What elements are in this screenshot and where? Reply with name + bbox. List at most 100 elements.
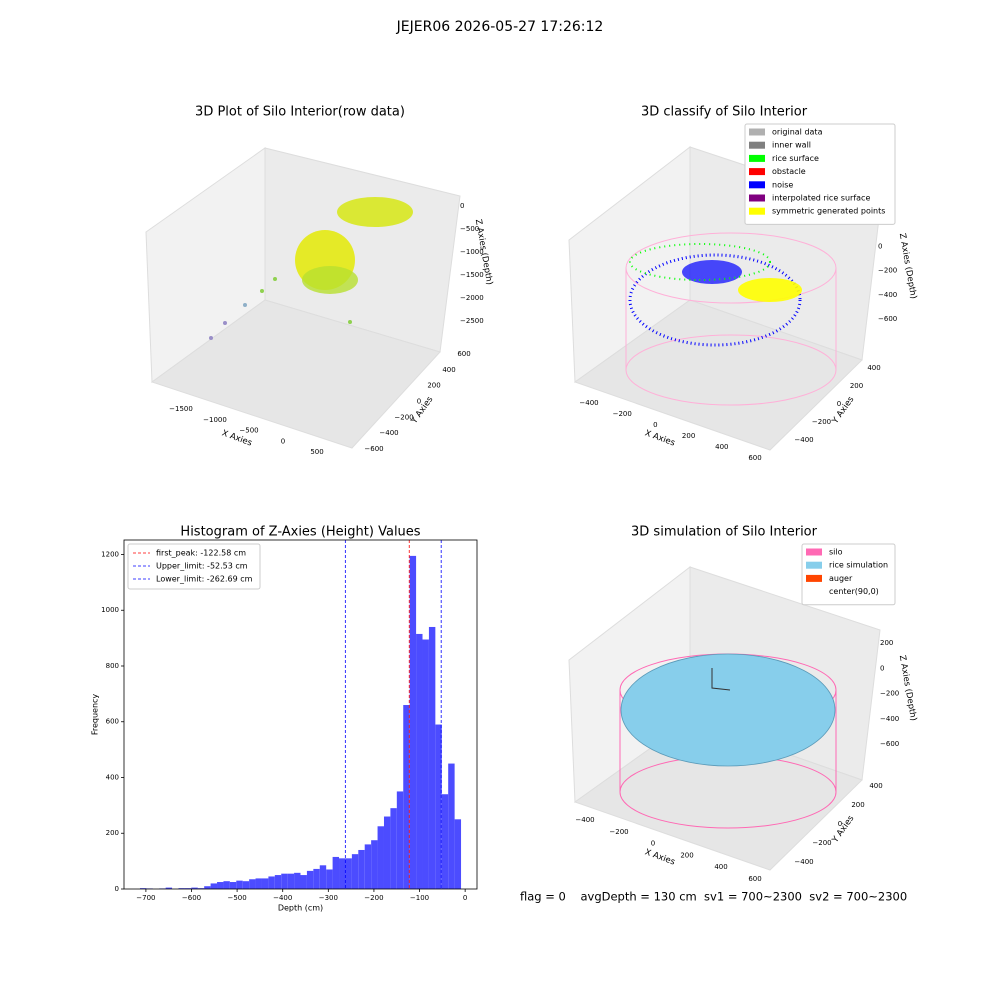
legend-label: obstacle bbox=[772, 167, 806, 176]
legend-swatch bbox=[749, 181, 765, 189]
bar bbox=[441, 794, 449, 889]
x-tick-label: −200 bbox=[364, 894, 383, 902]
y-tick-label: −400 bbox=[794, 858, 813, 866]
bar bbox=[364, 844, 372, 889]
y-tick-label: −200 bbox=[394, 413, 413, 421]
plot-frame bbox=[123, 539, 478, 890]
x-tick-label: −500 bbox=[239, 427, 258, 435]
x-tick-label: −100 bbox=[410, 894, 429, 902]
y-tick-label: 400 bbox=[867, 364, 880, 372]
panel-3d-box bbox=[145, 147, 461, 449]
bar bbox=[165, 887, 173, 889]
y-tick-label: 0 bbox=[417, 398, 421, 406]
bar bbox=[358, 849, 365, 889]
legend-box bbox=[127, 543, 261, 590]
bar bbox=[435, 724, 442, 889]
y-tick-label: 0 bbox=[115, 885, 119, 893]
legend-swatch bbox=[749, 154, 765, 162]
legend-label: Lower_limit: -262.69 cm bbox=[156, 575, 253, 584]
y-tick-label: 400 bbox=[106, 773, 119, 781]
bar bbox=[326, 869, 333, 889]
bar bbox=[229, 882, 237, 889]
x-tick-label: −500 bbox=[227, 894, 246, 902]
bar bbox=[339, 858, 346, 889]
z-tick-label: −2000 bbox=[460, 294, 484, 302]
legend-label: rice simulation bbox=[829, 561, 888, 570]
figure-title: JEJER06 2026-05-27 17:26:12 bbox=[396, 19, 604, 35]
legend-swatch bbox=[749, 128, 765, 136]
legend-label: original data bbox=[772, 128, 823, 137]
chart-title: 3D simulation of Silo Interior bbox=[631, 525, 818, 540]
legend-label: silo bbox=[829, 548, 843, 557]
y-tick-label: −200 bbox=[812, 418, 831, 426]
x-tick-label: −300 bbox=[319, 894, 338, 902]
x-tick-label: −200 bbox=[609, 828, 628, 836]
bar bbox=[294, 872, 301, 889]
bar bbox=[319, 865, 327, 889]
z-tick-label: −600 bbox=[880, 740, 899, 748]
y-tick-label: 200 bbox=[427, 382, 440, 390]
z-tick-label: −200 bbox=[878, 267, 897, 275]
x-tick-label: 0 bbox=[463, 894, 467, 902]
legend-label: Upper_limit: -52.53 cm bbox=[156, 562, 248, 571]
y-tick-label: −600 bbox=[364, 445, 383, 453]
z-tick-label: −200 bbox=[880, 690, 899, 698]
bar bbox=[332, 856, 340, 889]
bar bbox=[383, 816, 391, 889]
bar bbox=[139, 888, 147, 889]
y-tick-label: 1000 bbox=[101, 606, 119, 614]
legend-label: interpolated rice surface bbox=[772, 194, 870, 203]
x-tick-label: −400 bbox=[579, 399, 598, 407]
bar bbox=[184, 888, 192, 889]
legend-swatch bbox=[806, 574, 822, 582]
y-tick-label: 200 bbox=[850, 382, 863, 390]
bar bbox=[217, 882, 224, 889]
bar bbox=[300, 875, 307, 889]
z-tick-label: −500 bbox=[460, 225, 479, 233]
x-tick-label: 0 bbox=[651, 840, 655, 848]
x-tick-label: −400 bbox=[575, 816, 594, 824]
y-tick-label: 200 bbox=[106, 829, 119, 837]
y-tick-label: 400 bbox=[442, 366, 455, 374]
z-tick-label: −600 bbox=[878, 315, 897, 323]
bar bbox=[274, 875, 282, 889]
bar bbox=[351, 854, 359, 889]
bar bbox=[448, 763, 455, 889]
x-tick-label: −1000 bbox=[203, 416, 227, 424]
chart-title: 3D classify of Silo Interior bbox=[641, 105, 808, 120]
bar bbox=[281, 873, 288, 889]
legend-label: rice surface bbox=[772, 154, 819, 163]
x-tick-label: −400 bbox=[273, 894, 292, 902]
bar bbox=[223, 881, 230, 889]
bar bbox=[242, 881, 250, 889]
y-tick-label: 0 bbox=[838, 820, 842, 828]
bar bbox=[306, 870, 314, 889]
legend-box bbox=[744, 123, 896, 225]
x-tick-label: 400 bbox=[715, 443, 728, 451]
legend-box bbox=[801, 543, 896, 606]
legend-label: noise bbox=[772, 180, 793, 189]
bar bbox=[409, 555, 417, 889]
y-axis-label: Frequency bbox=[91, 694, 100, 736]
legend-label: auger bbox=[829, 574, 853, 583]
bar bbox=[454, 819, 462, 889]
y-tick-label: −200 bbox=[812, 839, 831, 847]
legend-swatch bbox=[749, 194, 765, 202]
legend-swatch bbox=[749, 168, 765, 176]
x-tick-label: −600 bbox=[182, 894, 201, 902]
legend-label: symmetric generated points bbox=[772, 207, 885, 216]
bar bbox=[422, 639, 429, 889]
bar bbox=[377, 826, 384, 889]
bar bbox=[261, 878, 269, 889]
bar bbox=[416, 633, 423, 889]
z-tick-label: −400 bbox=[878, 291, 897, 299]
bar bbox=[313, 868, 320, 889]
bar bbox=[236, 880, 243, 889]
bar bbox=[255, 878, 262, 889]
bar bbox=[396, 791, 404, 889]
x-axis-label: Depth (cm) bbox=[278, 904, 323, 913]
bar bbox=[178, 888, 185, 889]
legend-swatch bbox=[806, 561, 822, 569]
chart-title: Histogram of Z-Axies (Height) Values bbox=[180, 525, 420, 540]
legend-swatch bbox=[749, 141, 765, 149]
